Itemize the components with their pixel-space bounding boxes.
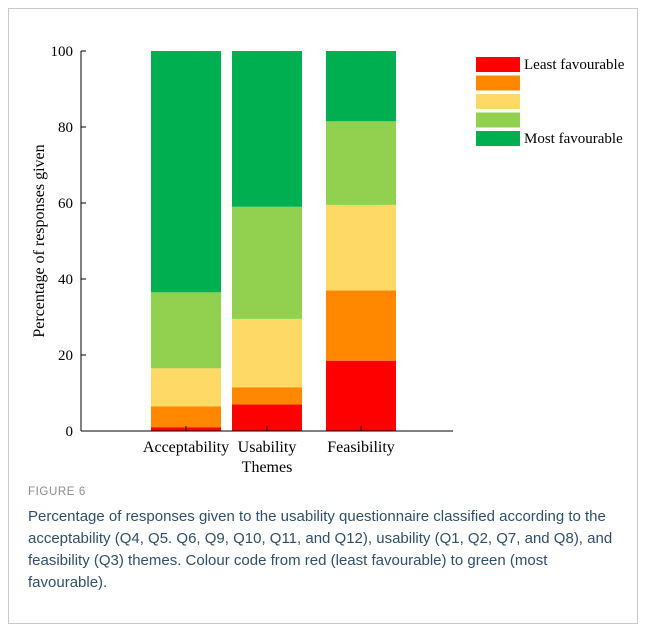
y-tick-label: 0 <box>66 424 74 440</box>
bar-segment <box>326 51 396 122</box>
bar-segment <box>151 406 221 428</box>
figure-frame <box>8 8 638 624</box>
bar-segment <box>151 292 221 369</box>
y-tick-label: 100 <box>51 44 74 60</box>
bar-segment <box>326 121 396 205</box>
x-tick-label: Acceptability <box>143 439 229 456</box>
bar-segment <box>326 204 396 291</box>
legend-label: Most favourable <box>524 131 623 147</box>
bar-segment <box>232 51 302 207</box>
x-tick-label: Usability <box>238 439 297 456</box>
figure-caption: Percentage of responses given to the usa… <box>28 508 613 591</box>
y-axis: 0 20 40 60 80 100 <box>51 44 86 440</box>
bar-segment <box>232 318 302 388</box>
bar-segment <box>232 387 302 405</box>
legend-swatch <box>476 57 520 72</box>
stacked-bar-chart: 0 20 40 60 80 100 Acceptability Usability Feasi… <box>31 44 625 476</box>
y-tick-label: 40 <box>58 272 73 288</box>
y-tick-label: 60 <box>58 196 73 212</box>
legend-swatch <box>476 112 520 128</box>
bar-segment <box>326 360 396 431</box>
x-axis: Acceptability Usability Feasibility <box>81 426 453 456</box>
legend: Least favourable Most favourable <box>476 57 625 147</box>
x-tick-label: Feasibility <box>327 439 395 456</box>
bar-segment <box>326 290 396 361</box>
legend-label: Least favourable <box>524 57 625 73</box>
bar-segment <box>151 51 221 293</box>
bars <box>151 51 396 431</box>
y-tick-label: 20 <box>58 348 73 364</box>
legend-swatch <box>476 75 520 91</box>
figure-label: FIGURE 6 <box>28 486 86 498</box>
bar-segment <box>151 368 221 407</box>
legend-swatch <box>476 131 520 146</box>
y-axis-label: Percentage of responses given <box>31 144 48 337</box>
legend-swatch <box>476 94 520 109</box>
bar-segment <box>232 206 302 319</box>
y-tick-label: 80 <box>58 120 73 136</box>
x-axis-label: Themes <box>242 459 293 476</box>
